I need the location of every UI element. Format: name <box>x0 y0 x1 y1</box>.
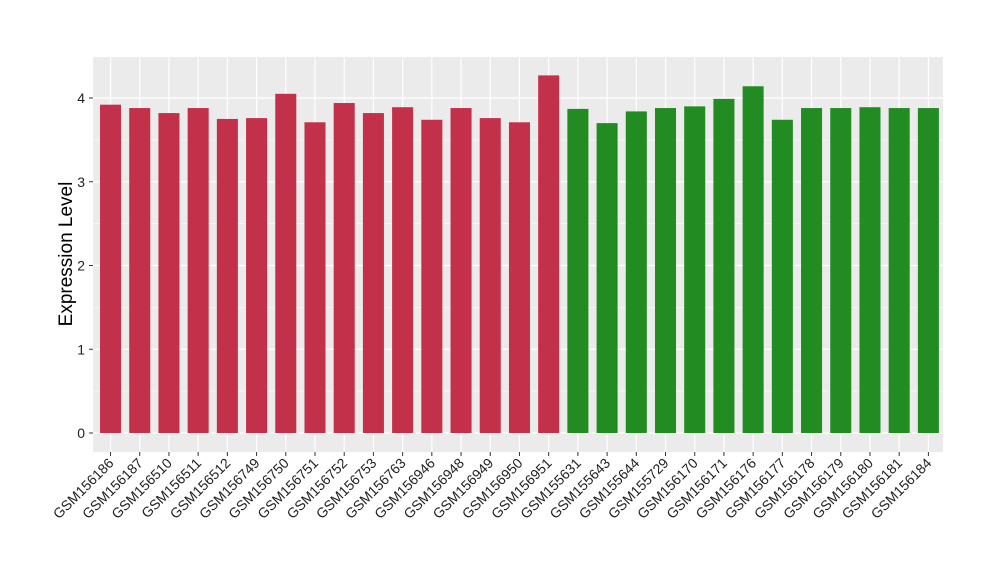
bar-GSM156179 <box>830 108 852 434</box>
bar-GSM156752 <box>333 103 355 434</box>
bar-GSM155643 <box>596 123 618 433</box>
bar-GSM155729 <box>654 108 677 434</box>
y-axis: 0 1 2 3 4 <box>77 90 93 441</box>
y-tick-label: 1 <box>77 341 85 357</box>
bar-GSM156181 <box>888 108 910 434</box>
bar-GSM155631 <box>567 108 589 433</box>
bar-GSM156180 <box>859 107 881 434</box>
bar-GSM156510 <box>158 113 180 433</box>
bar-GSM156753 <box>362 113 384 433</box>
y-axis-label: Expression Level <box>56 182 77 327</box>
bar-GSM155644 <box>625 111 647 434</box>
bar-GSM156749 <box>246 118 268 433</box>
x-axis: GSM156186GSM156187GSM156510GSM156511GSM1… <box>50 452 935 522</box>
bar-GSM156512 <box>216 118 238 433</box>
y-tick-label: 2 <box>77 258 85 274</box>
y-tick-label: 3 <box>77 174 85 190</box>
bar-GSM156951 <box>538 75 560 433</box>
bar-GSM156171 <box>713 98 735 434</box>
bar-GSM156170 <box>684 106 706 433</box>
bar-GSM156950 <box>508 122 530 433</box>
bars <box>100 75 939 434</box>
y-tick-label: 0 <box>77 425 85 441</box>
bar-GSM156750 <box>275 93 297 433</box>
bar-GSM156511 <box>187 108 209 434</box>
bar-GSM156177 <box>771 119 793 434</box>
bar-GSM156187 <box>129 108 151 434</box>
bar-GSM156948 <box>450 108 472 434</box>
bar-GSM156184 <box>917 108 939 434</box>
bar-GSM156751 <box>304 122 326 433</box>
bar-GSM156178 <box>801 108 823 434</box>
bar-GSM156763 <box>392 107 414 434</box>
y-tick-label: 4 <box>77 90 85 106</box>
bar-GSM156946 <box>421 119 443 434</box>
bar-GSM156176 <box>742 86 764 434</box>
bar-GSM156949 <box>479 118 501 433</box>
bar-GSM156186 <box>100 104 122 433</box>
